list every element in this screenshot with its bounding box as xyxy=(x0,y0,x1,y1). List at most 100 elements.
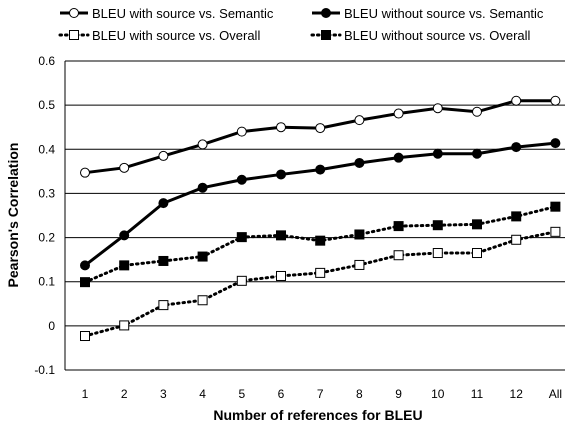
data-point xyxy=(432,248,443,259)
legend-marker xyxy=(69,8,79,18)
data-point xyxy=(393,108,404,119)
data-point xyxy=(158,300,169,311)
legend-item: BLEU with source vs. Overall xyxy=(58,28,260,43)
x-axis-ticks: 1 2 3 4 5 6 7 8 9 10 11 12 All xyxy=(82,387,562,401)
legend-label: BLEU without source vs. Overall xyxy=(344,28,531,43)
data-point xyxy=(119,230,130,241)
legend-marker xyxy=(321,30,331,40)
data-point xyxy=(119,260,130,271)
data-point xyxy=(80,167,90,178)
legend-label: BLEU without source vs. Semantic xyxy=(344,6,544,21)
data-point xyxy=(236,275,247,286)
x-tick-label: 12 xyxy=(510,387,524,401)
data-point xyxy=(197,295,208,306)
data-point xyxy=(119,162,130,173)
data-point xyxy=(472,248,482,259)
data-point xyxy=(550,95,561,106)
x-tick-label: 3 xyxy=(160,387,167,401)
data-point xyxy=(119,320,130,331)
data-point xyxy=(393,221,404,232)
legend-label: BLEU with source vs. Overall xyxy=(92,28,260,43)
data-point xyxy=(315,267,326,278)
series-1 xyxy=(80,95,561,178)
y-tick-label: 0 xyxy=(48,319,55,333)
data-point xyxy=(432,148,443,159)
x-tick-label: All xyxy=(549,387,562,401)
data-point xyxy=(432,220,443,231)
legend-item: BLEU without source vs. Overall xyxy=(310,28,531,43)
series-line xyxy=(84,99,556,175)
data-point xyxy=(432,103,443,114)
y-tick-label: 0.4 xyxy=(38,142,55,156)
y-tick-label: -0.1 xyxy=(34,363,55,377)
legend-label: BLEU with source vs. Semantic xyxy=(92,6,274,21)
data-point xyxy=(276,122,286,133)
x-tick-label: 4 xyxy=(199,387,206,401)
x-tick-label: 7 xyxy=(317,387,324,401)
y-axis-label: Pearson's Correlation xyxy=(5,143,21,288)
data-point xyxy=(511,95,522,106)
data-point xyxy=(354,229,365,240)
data-point xyxy=(550,138,561,149)
data-point xyxy=(511,142,522,153)
legend-item: BLEU with source vs. Semantic xyxy=(60,6,274,21)
data-point xyxy=(80,331,90,342)
data-point xyxy=(276,270,286,281)
data-point xyxy=(197,182,208,193)
data-point xyxy=(550,201,561,212)
data-point xyxy=(393,152,404,163)
data-point xyxy=(158,198,169,209)
x-tick-label: 5 xyxy=(238,387,245,401)
data-point xyxy=(472,148,482,159)
data-point xyxy=(550,226,561,237)
data-point xyxy=(158,255,169,266)
series-line xyxy=(83,230,557,338)
data-point xyxy=(511,234,522,245)
data-point xyxy=(158,150,169,161)
x-tick-label: 11 xyxy=(471,387,484,401)
x-axis-label: Number of references for BLEU xyxy=(213,407,422,423)
series-4 xyxy=(80,201,561,288)
y-axis-ticks: -0.1 0 0.1 0.2 0.3 0.4 0.5 0.6 xyxy=(34,54,55,377)
y-tick-label: 0.3 xyxy=(38,186,55,200)
series-line xyxy=(84,141,556,267)
gridlines xyxy=(64,60,565,371)
x-tick-label: 1 xyxy=(82,387,89,401)
y-tick-label: 0.5 xyxy=(38,98,55,112)
data-point xyxy=(276,230,286,241)
legend-marker xyxy=(69,30,79,40)
data-point xyxy=(354,157,365,168)
y-tick-label: 0.1 xyxy=(38,275,55,289)
x-tick-label: 6 xyxy=(278,387,285,401)
x-tick-label: 10 xyxy=(431,387,445,401)
data-point xyxy=(276,169,286,180)
legend-item: BLEU without source vs. Semantic xyxy=(312,6,544,21)
series-2 xyxy=(80,138,561,271)
legend: BLEU with source vs. Semantic BLEU withou… xyxy=(58,6,544,43)
data-point xyxy=(315,164,326,175)
series-group xyxy=(80,95,561,342)
data-point xyxy=(315,123,326,134)
data-point xyxy=(472,106,482,117)
data-point xyxy=(393,250,404,261)
data-point xyxy=(354,259,365,270)
data-point xyxy=(354,115,365,126)
data-point xyxy=(511,211,522,222)
x-tick-label: 8 xyxy=(356,387,363,401)
x-tick-label: 2 xyxy=(121,387,128,401)
data-point xyxy=(80,260,90,271)
data-point xyxy=(236,126,247,137)
x-tick-label: 9 xyxy=(395,387,402,401)
y-tick-label: 0.2 xyxy=(38,231,55,245)
y-tick-label: 0.6 xyxy=(38,54,55,68)
data-point xyxy=(315,235,326,246)
series-3 xyxy=(80,226,561,342)
legend-marker xyxy=(321,8,331,18)
data-point xyxy=(80,277,90,288)
data-point xyxy=(197,139,208,150)
data-point xyxy=(197,251,208,262)
data-point xyxy=(236,232,247,243)
data-point xyxy=(236,174,247,185)
data-point xyxy=(472,219,482,230)
